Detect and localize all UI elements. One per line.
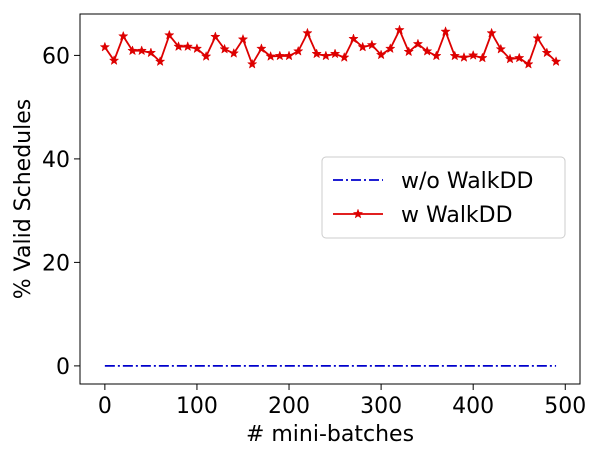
data-point-star — [523, 58, 534, 69]
x-tick-label: 300 — [360, 394, 402, 419]
data-point-star — [228, 47, 240, 58]
data-point-star — [283, 50, 295, 61]
data-point-star — [357, 41, 368, 52]
legend: w/o WalkDD w WalkDD — [321, 156, 566, 239]
data-point-star — [348, 33, 359, 44]
data-point-star — [237, 33, 249, 44]
x-tick-label: 0 — [98, 394, 112, 419]
data-point-star — [375, 49, 387, 60]
data-point-star — [311, 48, 322, 59]
x-tick-label: 200 — [268, 394, 310, 419]
series-layer — [99, 24, 562, 367]
data-point-star — [173, 41, 184, 52]
data-point-star — [486, 27, 497, 38]
data-point-star — [495, 43, 507, 54]
data-point-star — [467, 49, 479, 60]
data-point-star — [440, 26, 451, 37]
data-point-star — [366, 39, 378, 50]
data-point-star — [145, 47, 157, 58]
data-point-star — [219, 43, 230, 54]
data-point-star — [320, 50, 332, 61]
tick-layer: 0 100 200 300 400 500 0 20 40 60 — [42, 44, 586, 419]
data-point-star — [477, 52, 488, 63]
data-point-star — [292, 45, 304, 56]
data-point-star — [421, 45, 433, 56]
data-point-star — [513, 52, 525, 63]
data-point-star — [550, 56, 562, 67]
data-point-star — [118, 30, 129, 41]
y-tick-label: 60 — [42, 44, 70, 69]
data-point-star — [412, 38, 424, 49]
data-point-star — [532, 32, 543, 43]
data-point-star — [182, 41, 193, 52]
data-point-star — [210, 31, 221, 42]
legend-star-marker — [352, 208, 364, 219]
data-point-star — [274, 50, 286, 61]
y-tick-label: 40 — [42, 148, 70, 173]
data-point-star — [99, 41, 111, 52]
data-point-star — [458, 51, 470, 62]
data-point-star — [191, 43, 203, 54]
x-axis-label: # mini-batches — [246, 422, 414, 447]
data-point-star — [385, 43, 396, 54]
x-tick-label: 100 — [176, 394, 218, 419]
data-point-star — [403, 46, 414, 57]
data-point-star — [431, 50, 442, 61]
data-point-star — [136, 45, 147, 56]
legend-label-w-walkdd: w WalkDD — [401, 203, 513, 228]
data-point-star — [339, 51, 350, 62]
y-tick-label: 0 — [56, 355, 70, 380]
data-point-star — [127, 45, 138, 56]
data-point-star — [449, 50, 461, 61]
data-point-star — [329, 48, 341, 59]
data-point-star — [541, 47, 553, 58]
data-point-star — [108, 55, 120, 66]
legend-box — [321, 156, 566, 239]
data-point-star — [265, 50, 276, 61]
y-tick-label: 20 — [42, 251, 70, 276]
x-tick-label: 400 — [452, 394, 494, 419]
legend-label-wo-walkdd: w/o WalkDD — [401, 169, 533, 194]
data-point-star — [302, 27, 313, 38]
plot-frame — [79, 13, 581, 385]
data-point-star — [164, 29, 175, 40]
data-point-star — [504, 53, 516, 64]
data-point-star — [394, 24, 405, 35]
data-point-star — [256, 43, 267, 54]
data-point-star — [246, 58, 258, 69]
y-axis-label: % Valid Schedules — [11, 99, 36, 299]
data-point-star — [200, 50, 212, 61]
x-tick-label: 500 — [544, 394, 586, 419]
data-point-star — [154, 56, 166, 67]
